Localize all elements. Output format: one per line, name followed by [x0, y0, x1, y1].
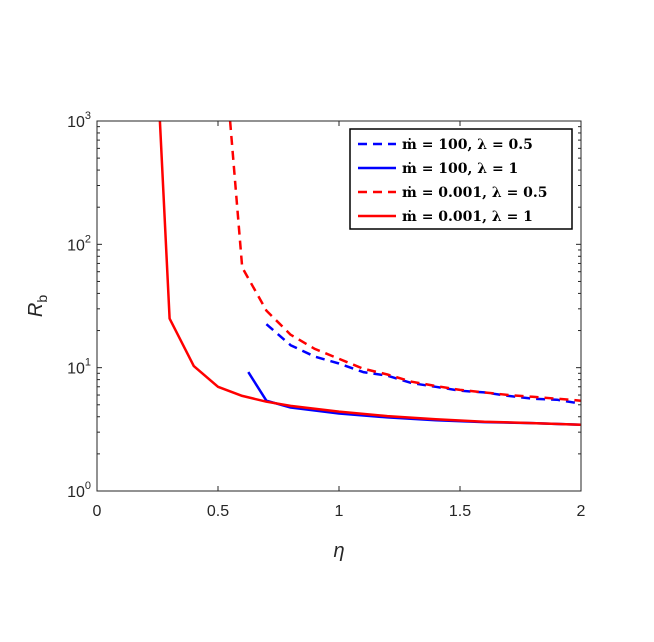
- y-tick-label: 103: [67, 110, 91, 131]
- tick-layer: 0 0.5 1 1.5 2 100 101 102 103: [67, 110, 585, 520]
- series-line-1: [265, 323, 581, 405]
- legend-label-1: ṁ = 100, λ = 0.5: [402, 137, 533, 153]
- x-tick-label: 1: [335, 503, 344, 520]
- y-axis-label-base: R: [25, 303, 47, 317]
- y-tick-label: 100: [67, 480, 91, 501]
- series-line-4: [158, 121, 581, 426]
- y-axis-label: Rb: [25, 295, 50, 317]
- legend-label-4: ṁ = 0.001, λ = 1: [402, 209, 533, 225]
- legend-label-2: ṁ = 100, λ = 1: [402, 161, 518, 177]
- series-line-3: [228, 121, 581, 402]
- x-tick-label: 0: [93, 503, 102, 520]
- svg-text:Rb: Rb: [25, 295, 50, 317]
- x-tick-label: 1.5: [449, 503, 471, 520]
- x-axis-label: η: [333, 540, 344, 562]
- x-tick-label: 2: [577, 503, 586, 520]
- legend: ṁ = 100, λ = 0.5 ṁ = 100, λ = 1 ṁ = 0.001,…: [349, 128, 573, 230]
- y-axis-label-sub: b: [34, 295, 50, 303]
- legend-box: [349, 128, 573, 230]
- legend-label-3: ṁ = 0.001, λ = 0.5: [402, 185, 548, 201]
- y-tick-label: 102: [67, 233, 91, 254]
- series-layer: [158, 121, 581, 426]
- y-tick-label: 101: [67, 357, 91, 378]
- x-tick-label: 0.5: [207, 503, 229, 520]
